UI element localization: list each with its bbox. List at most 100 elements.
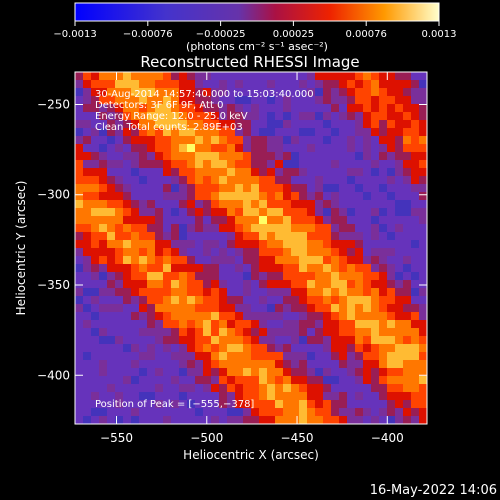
image-pixel: [411, 392, 419, 400]
image-pixel: [107, 88, 115, 96]
image-pixel: [363, 296, 371, 304]
image-pixel: [371, 288, 379, 296]
image-pixel: [315, 376, 323, 384]
image-pixel: [115, 192, 123, 200]
image-pixel: [131, 72, 139, 80]
image-pixel: [75, 408, 83, 416]
image-pixel: [139, 200, 147, 208]
image-pixel: [355, 88, 363, 96]
image-pixel: [299, 232, 307, 240]
image-pixel: [419, 136, 427, 144]
image-pixel: [371, 376, 379, 384]
image-pixel: [187, 232, 195, 240]
image-pixel: [299, 256, 307, 264]
image-pixel: [155, 392, 163, 400]
image-pixel: [163, 328, 171, 336]
image-pixel: [107, 200, 115, 208]
image-pixel: [339, 296, 347, 304]
image-pixel: [147, 336, 155, 344]
image-pixel: [251, 240, 259, 248]
image-pixel: [115, 144, 123, 152]
image-pixel: [163, 256, 171, 264]
image-pixel: [323, 72, 331, 80]
image-pixel: [387, 336, 395, 344]
image-pixel: [75, 232, 83, 240]
image-pixel: [107, 120, 115, 128]
image-pixel: [171, 144, 179, 152]
image-pixel: [179, 288, 187, 296]
image-pixel: [315, 120, 323, 128]
image-pixel: [291, 168, 299, 176]
image-pixel: [171, 264, 179, 272]
image-pixel: [363, 280, 371, 288]
image-pixel: [195, 288, 203, 296]
image-pixel: [235, 248, 243, 256]
image-pixel: [395, 352, 403, 360]
image-pixel: [371, 352, 379, 360]
image-pixel: [131, 248, 139, 256]
peak-position-label: Position of Peak = [−555,−378]: [95, 399, 254, 410]
image-pixel: [195, 88, 203, 96]
image-pixel: [179, 216, 187, 224]
image-pixel: [283, 96, 291, 104]
image-pixel: [371, 280, 379, 288]
image-pixel: [243, 152, 251, 160]
image-pixel: [339, 400, 347, 408]
image-pixel: [155, 304, 163, 312]
image-pixel: [91, 296, 99, 304]
image-pixel: [91, 272, 99, 280]
image-pixel: [251, 232, 259, 240]
image-pixel: [235, 80, 243, 88]
image-pixel: [315, 232, 323, 240]
image-pixel: [315, 304, 323, 312]
image-pixel: [139, 224, 147, 232]
image-pixel: [283, 120, 291, 128]
image-pixel: [219, 208, 227, 216]
image-pixel: [267, 112, 275, 120]
image-pixel: [395, 296, 403, 304]
image-pixel: [131, 88, 139, 96]
image-pixel: [299, 384, 307, 392]
image-pixel: [387, 200, 395, 208]
image-pixel: [203, 312, 211, 320]
image-pixel: [259, 136, 267, 144]
image-pixel: [379, 360, 387, 368]
image-pixel: [299, 288, 307, 296]
image-pixel: [331, 160, 339, 168]
image-pixel: [123, 120, 131, 128]
image-pixel: [123, 96, 131, 104]
image-pixel: [387, 208, 395, 216]
image-pixel: [91, 416, 99, 424]
image-pixel: [203, 240, 211, 248]
image-pixel: [323, 304, 331, 312]
image-pixel: [259, 72, 267, 80]
image-pixel: [315, 272, 323, 280]
image-pixel: [115, 264, 123, 272]
image-pixel: [387, 280, 395, 288]
image-pixel: [99, 224, 107, 232]
image-pixel: [291, 280, 299, 288]
image-pixel: [131, 408, 139, 416]
image-pixel: [107, 152, 115, 160]
colorbar-tick-label: 0.00025: [273, 29, 314, 40]
image-pixel: [371, 80, 379, 88]
image-pixel: [123, 152, 131, 160]
image-pixel: [227, 224, 235, 232]
image-pixel: [307, 96, 315, 104]
image-pixel: [251, 384, 259, 392]
image-pixel: [147, 176, 155, 184]
image-pixel: [99, 232, 107, 240]
y-tick-label: −350: [37, 278, 70, 292]
image-pixel: [379, 200, 387, 208]
image-pixel: [99, 392, 107, 400]
image-pixel: [395, 360, 403, 368]
image-pixel: [283, 112, 291, 120]
image-pixel: [355, 160, 363, 168]
x-axis-label: Heliocentric X (arcsec): [183, 448, 319, 462]
image-pixel: [91, 152, 99, 160]
image-pixel: [315, 184, 323, 192]
image-pixel: [147, 192, 155, 200]
image-pixel: [347, 272, 355, 280]
image-pixel: [395, 320, 403, 328]
image-pixel: [355, 360, 363, 368]
